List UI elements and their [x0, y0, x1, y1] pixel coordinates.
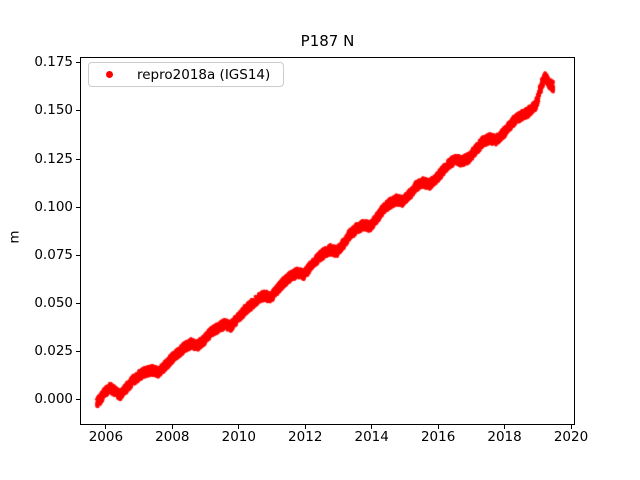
y-tick-mark [76, 351, 80, 353]
x-tick-label: 2016 [420, 429, 456, 445]
y-tick-label: 0.000 [34, 391, 73, 408]
x-tick-mark [570, 425, 572, 429]
x-tick-mark [238, 425, 240, 429]
scatter-series-canvas [81, 58, 574, 424]
x-tick-mark [371, 425, 373, 429]
legend-label: repro2018a (IGS14) [137, 66, 271, 83]
y-axis-label: m [6, 230, 23, 244]
x-tick-label: 2020 [553, 429, 589, 445]
x-tick-label: 2010 [221, 429, 256, 445]
y-tick-label: 0.175 [34, 54, 73, 71]
x-tick-mark [304, 425, 306, 429]
x-tick-label: 2014 [354, 429, 389, 445]
y-tick-mark [76, 158, 80, 160]
y-tick-label: 0.150 [34, 102, 73, 119]
y-tick-mark [76, 62, 80, 64]
y-tick-mark [76, 303, 80, 305]
y-tick-mark [76, 206, 80, 208]
chart-title: P187 N [300, 32, 355, 50]
y-tick-label: 0.050 [34, 295, 73, 312]
x-tick-mark [504, 425, 506, 429]
x-tick-label: 2008 [155, 429, 190, 445]
y-tick-label: 0.025 [34, 343, 73, 360]
legend: repro2018a (IGS14) [88, 62, 284, 87]
x-tick-label: 2018 [487, 429, 522, 445]
x-tick-mark [105, 425, 107, 429]
x-tick-mark [171, 425, 173, 429]
x-tick-mark [437, 425, 439, 429]
y-tick-label: 0.100 [34, 198, 73, 215]
y-tick-mark [76, 110, 80, 112]
y-tick-label: 0.125 [34, 150, 73, 167]
y-tick-mark [76, 399, 80, 401]
plot-area: repro2018a (IGS14) [80, 57, 575, 425]
legend-marker-dot-icon [106, 71, 113, 78]
y-tick-mark [76, 254, 80, 256]
x-tick-label: 2006 [88, 429, 124, 445]
x-tick-label: 2012 [288, 429, 323, 445]
y-tick-label: 0.075 [34, 246, 73, 263]
